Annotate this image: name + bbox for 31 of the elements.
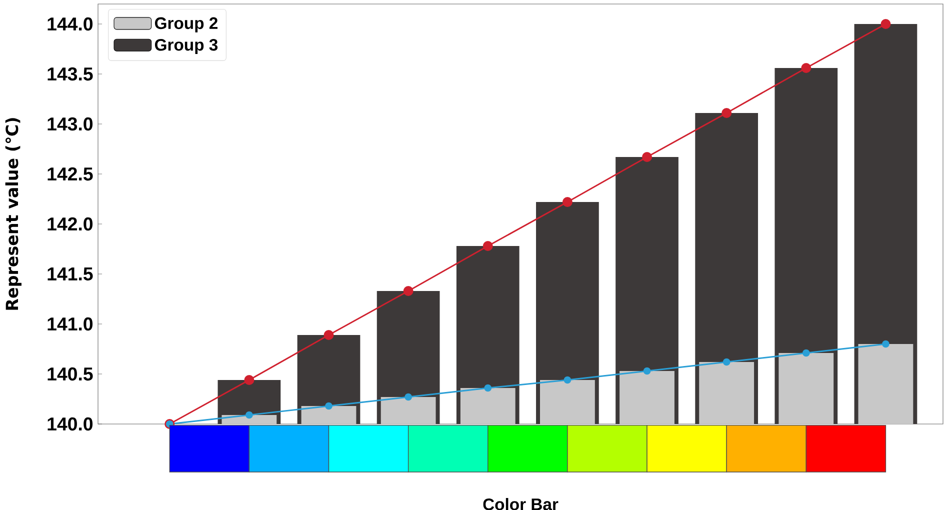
y-tick-label: 144.0: [48, 17, 93, 31]
x-axis-title: Color Bar: [483, 498, 558, 510]
y-axis-title: Represent value (℃): [5, 118, 22, 310]
point: [244, 374, 254, 385]
y-tick-label: 142.5: [48, 167, 93, 181]
point: [642, 152, 652, 162]
y-tick-label: 140.0: [48, 417, 93, 431]
point: [643, 367, 651, 375]
y-tick-label: 142.0: [48, 217, 93, 231]
point: [722, 358, 730, 366]
legend-label: Group 3: [154, 38, 218, 54]
y-tick-label: 143.0: [48, 117, 93, 131]
point: [802, 349, 810, 357]
point: [482, 240, 493, 251]
point: [880, 18, 891, 29]
point: [324, 330, 334, 340]
y-tick-label: 141.0: [48, 317, 93, 331]
y-tick-label: 141.5: [48, 267, 93, 281]
y-tick-label: 143.5: [48, 67, 93, 81]
point: [562, 196, 572, 207]
point: [403, 286, 414, 296]
point: [882, 340, 890, 348]
point: [246, 411, 253, 419]
point: [484, 384, 492, 392]
y-tick-label: 140.5: [48, 367, 93, 381]
point: [722, 108, 732, 118]
legend-label: Group 2: [154, 17, 218, 32]
point: [404, 393, 412, 401]
point: [801, 62, 812, 73]
point: [564, 376, 572, 384]
point: [325, 402, 332, 410]
